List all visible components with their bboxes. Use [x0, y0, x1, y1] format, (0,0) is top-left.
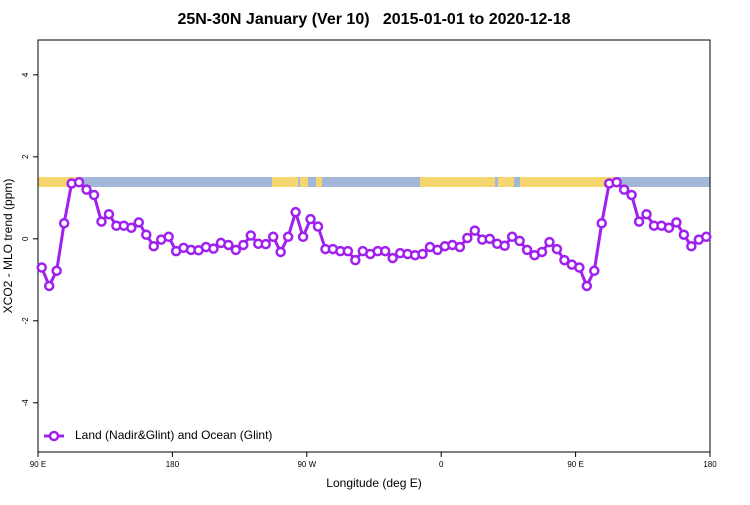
- data-point: [671, 217, 682, 228]
- data-point: [559, 254, 570, 266]
- data-point: [290, 206, 301, 218]
- y-tick-label: -4: [21, 399, 30, 407]
- x-tick-label: 90 E: [567, 460, 583, 469]
- data-point: [36, 262, 47, 273]
- data-point: [663, 222, 675, 234]
- data-point: [141, 229, 152, 240]
- data-point: [551, 243, 563, 255]
- data-point: [282, 231, 294, 243]
- data-point: [536, 246, 548, 258]
- y-tick-label: 4: [21, 72, 30, 77]
- data-point: [633, 216, 645, 227]
- data-point: [305, 213, 316, 225]
- data-point: [73, 177, 85, 188]
- x-tick-label: 180: [703, 460, 717, 469]
- y-tick-label: 2: [21, 154, 30, 159]
- data-point: [589, 265, 600, 277]
- data-point: [350, 254, 361, 266]
- data-point: [544, 236, 555, 248]
- data-point: [267, 231, 279, 243]
- y-axis-label: XCO2 - MLO trend (ppm): [1, 179, 15, 314]
- data-point: [223, 239, 234, 251]
- data-point: [148, 240, 159, 252]
- x-axis-label: Longitude (deg E): [326, 476, 421, 490]
- data-point: [469, 225, 481, 236]
- legend-label: Land (Nadir&Glint) and Ocean (Glint): [75, 428, 272, 442]
- data-point: [297, 231, 309, 243]
- data-point: [574, 262, 585, 273]
- legend-marker: [48, 430, 60, 442]
- data-point: [499, 240, 510, 252]
- data-point: [462, 232, 473, 244]
- data-point: [51, 265, 62, 277]
- data-point: [163, 231, 174, 243]
- data-point: [611, 177, 622, 188]
- data-point: [417, 248, 428, 260]
- data-point: [133, 217, 145, 228]
- data-point: [387, 252, 398, 264]
- plot-frame: [37, 39, 711, 453]
- data-point: [81, 184, 92, 195]
- data-point: [686, 240, 697, 252]
- data-point: [514, 235, 525, 247]
- x-tick-label: 0: [439, 460, 444, 469]
- data-point: [484, 233, 495, 245]
- data-point: [618, 184, 630, 195]
- x-tick-label: 90 W: [297, 460, 316, 469]
- data-point: [126, 222, 137, 234]
- data-point: [454, 241, 466, 253]
- data-point: [521, 244, 533, 256]
- data-point: [596, 217, 607, 229]
- data-point: [88, 189, 100, 201]
- data-point: [641, 208, 652, 220]
- x-tick-label: 90 E: [30, 460, 46, 469]
- data-point: [208, 243, 219, 254]
- data-point: [312, 221, 324, 232]
- chart-title: 25N-30N January (Ver 10) 2015-01-01 to 2…: [177, 11, 570, 28]
- x-tick-label: 180: [166, 460, 180, 469]
- data-point: [103, 208, 115, 220]
- data-point: [701, 231, 712, 243]
- data-point: [581, 280, 593, 292]
- data-point: [260, 238, 271, 250]
- data-point: [58, 217, 70, 229]
- y-tick-label: -2: [21, 317, 30, 325]
- data-point: [506, 231, 518, 243]
- data-point: [342, 245, 354, 257]
- data-point: [626, 189, 637, 201]
- data-point: [275, 246, 286, 258]
- data-point: [43, 280, 55, 292]
- land-ocean-strip: [38, 177, 710, 187]
- data-point: [678, 229, 690, 240]
- data-point: [379, 245, 391, 257]
- data-point: [238, 239, 249, 251]
- data-point: [245, 230, 257, 241]
- y-tick-label: 0: [21, 236, 30, 241]
- data-point: [96, 216, 107, 227]
- data-point: [230, 244, 242, 256]
